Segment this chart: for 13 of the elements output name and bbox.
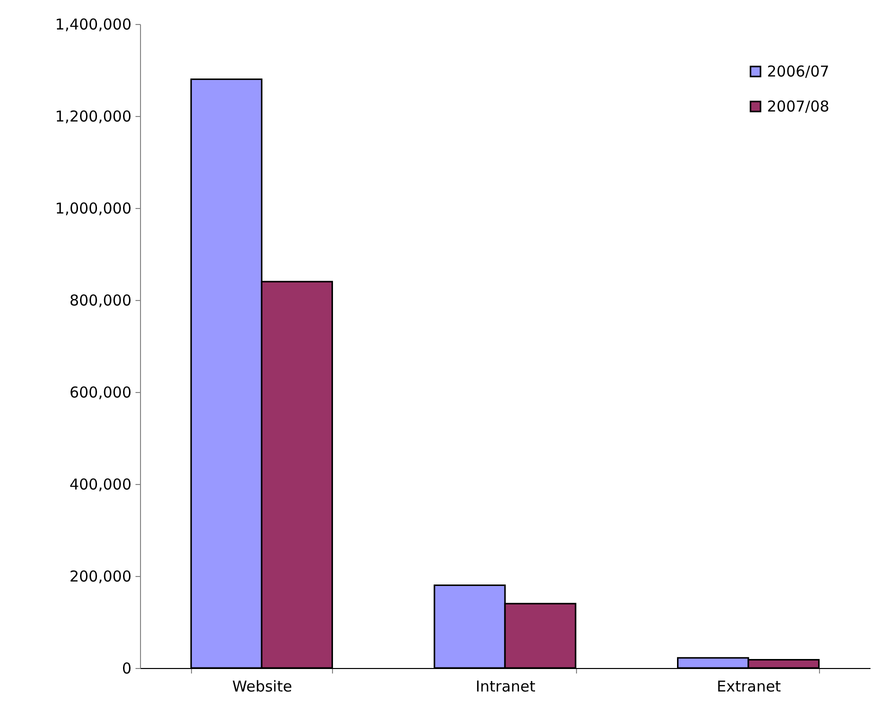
y-tick-label: 400,000 xyxy=(69,476,132,494)
y-tick-label: 1,000,000 xyxy=(55,200,132,218)
y-tick-label: 1,200,000 xyxy=(55,108,132,126)
x-tick-label: Website xyxy=(232,678,292,696)
x-tick-label: Intranet xyxy=(476,678,536,696)
y-tick-label: 0 xyxy=(122,660,132,678)
y-tick-label: 1,400,000 xyxy=(55,16,132,34)
legend-label: 2007/08 xyxy=(767,98,830,116)
x-tick-label: Extranet xyxy=(716,678,782,696)
legend-label: 2006/07 xyxy=(767,62,830,80)
y-tick-label: 600,000 xyxy=(69,384,132,402)
y-tick-label: 200,000 xyxy=(69,568,132,586)
y-tick-label: 800,000 xyxy=(69,292,132,310)
